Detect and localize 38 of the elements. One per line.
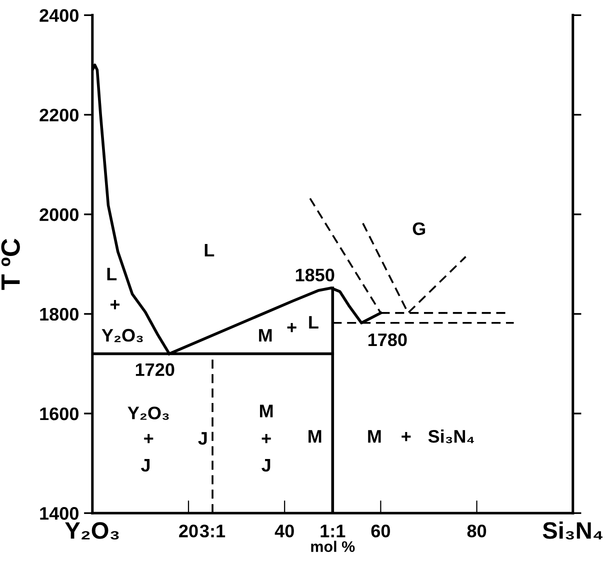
annotation: M xyxy=(260,404,273,418)
annotation: 1720 xyxy=(136,363,174,376)
annotation: 1780 xyxy=(368,333,407,346)
annotation: + xyxy=(287,322,296,332)
x-tick-label: Si₃N₄ xyxy=(542,522,603,540)
y-axis-title: T ºC xyxy=(1,238,20,290)
y-tick-label: 2200 xyxy=(40,108,78,122)
y-tick-label: 2000 xyxy=(40,208,78,222)
annotation: J xyxy=(262,459,270,472)
annotation: M xyxy=(308,430,322,443)
annotation: J xyxy=(140,459,150,472)
annotation: + xyxy=(402,432,411,442)
annotation: Y₂O₃ xyxy=(102,328,143,342)
y-tick-label: 2400 xyxy=(40,9,78,22)
annotation: M xyxy=(368,430,381,443)
y-tick-label: 1400 xyxy=(40,507,78,520)
x-tick-label: 20 xyxy=(179,524,198,538)
annotation: + xyxy=(144,434,154,444)
x-axis-title: mol % xyxy=(311,540,355,552)
annotation: L xyxy=(309,316,318,329)
annotation: Y₂O₃ xyxy=(128,406,169,420)
annotation: + xyxy=(262,434,271,444)
annotation: L xyxy=(204,244,214,256)
annotation: 1850 xyxy=(296,268,334,282)
y-tick-label: 1600 xyxy=(40,407,78,420)
y-tick-label: 1800 xyxy=(40,308,78,321)
annotation: L xyxy=(107,268,117,280)
annotation: + xyxy=(110,300,120,310)
annotation: M xyxy=(259,329,272,342)
annotation: Si₃N₄ xyxy=(428,430,474,444)
x-tick-label: 1:1 xyxy=(320,524,346,538)
x-tick-label: 3:1 xyxy=(200,524,226,538)
annotation: J xyxy=(198,432,207,445)
x-tick-label: 80 xyxy=(467,524,486,538)
x-tick-label: Y₂O₃ xyxy=(65,522,119,540)
x-tick-label: 40 xyxy=(274,524,294,538)
annotation: G xyxy=(412,222,426,236)
x-tick-label: 60 xyxy=(371,524,390,538)
